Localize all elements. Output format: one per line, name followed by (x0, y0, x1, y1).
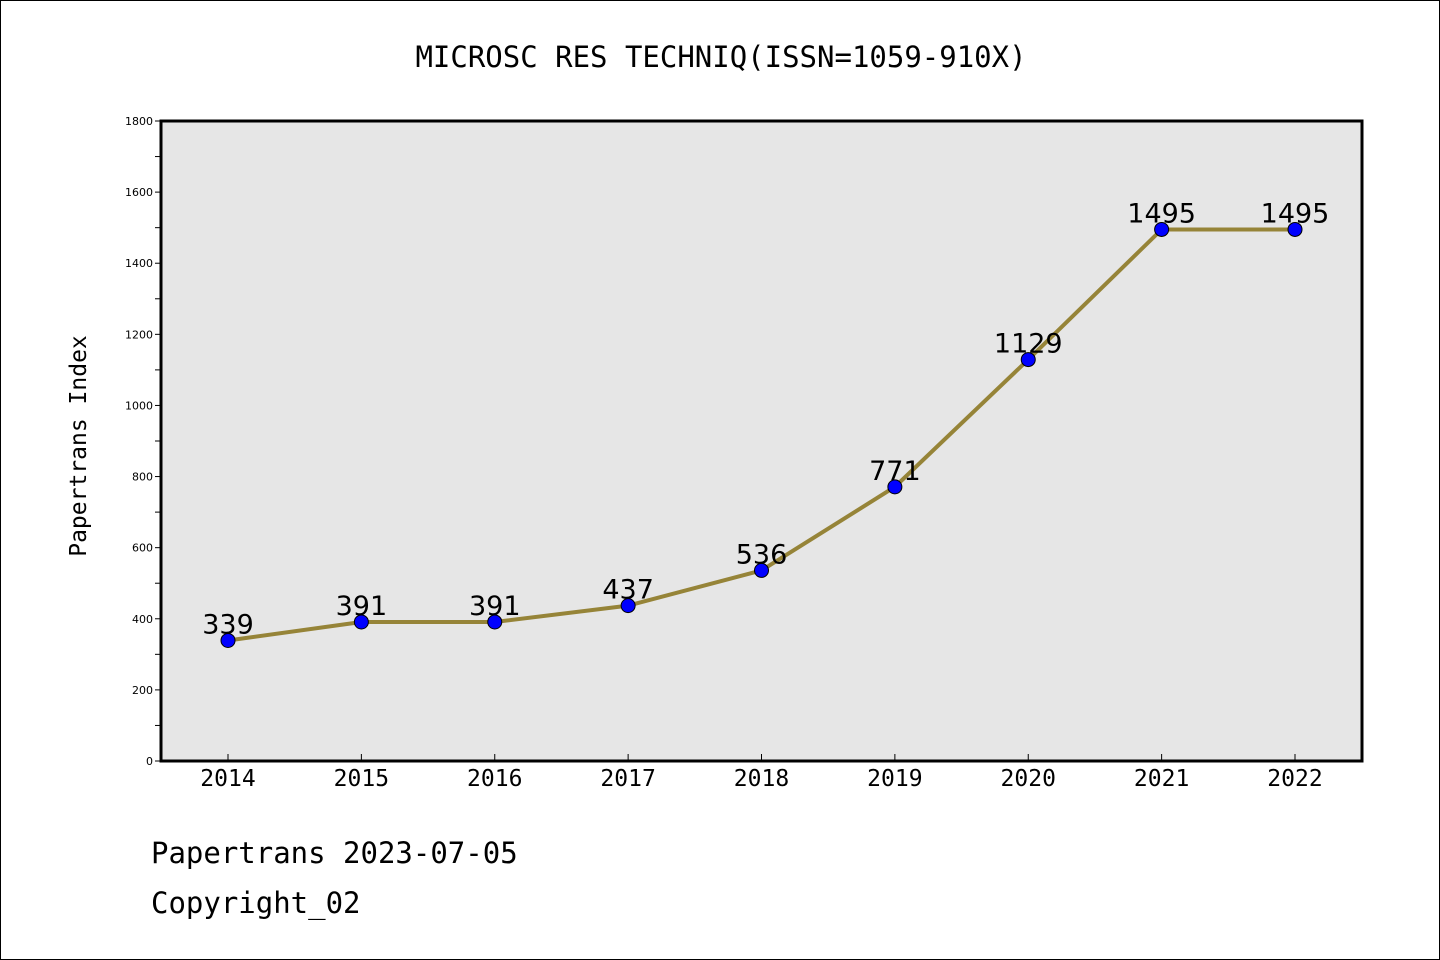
x-axis: 2014 2015 2016 2017 2018 2019 2020 2021 2022 (200, 754, 1323, 792)
footer-date: Papertrans 2023-07-05 (151, 836, 518, 870)
data-label: 1495 (1261, 198, 1330, 229)
x-tick-label: 2022 (1267, 766, 1322, 792)
data-label: 391 (336, 591, 388, 622)
data-point (620, 598, 636, 614)
data-label: 391 (469, 591, 521, 622)
data-label: 339 (202, 609, 254, 640)
y-tick-label: 1200 (125, 328, 153, 341)
data-label: 771 (869, 456, 921, 487)
data-point (353, 614, 369, 630)
y-tick-label: 1000 (125, 399, 153, 412)
data-label: 437 (602, 575, 654, 606)
data-point (754, 562, 769, 578)
y-tick-label: 1400 (125, 257, 153, 270)
y-tick-label: 1600 (125, 186, 153, 199)
x-tick-label: 2014 (200, 766, 255, 792)
data-point (1020, 352, 1036, 368)
footer-copyright: Copyright_02 (151, 886, 361, 920)
data-point (1287, 221, 1303, 237)
data-label: 1495 (1127, 198, 1196, 229)
data-label: 1129 (994, 329, 1063, 360)
data-point (1154, 221, 1170, 237)
data-point (887, 479, 903, 495)
y-axis: 0 200 400 600 800 1000 1200 1400 1600 1800 (125, 115, 161, 768)
x-tick-label: 2017 (600, 766, 655, 792)
data-label: 536 (736, 539, 788, 570)
y-tick-label: 800 (132, 471, 153, 484)
series-markers (220, 221, 1303, 648)
x-tick-label: 2020 (1001, 766, 1056, 792)
y-tick-label: 200 (132, 684, 153, 697)
x-tick-label: 2015 (334, 766, 389, 792)
y-tick-label: 600 (132, 542, 153, 555)
data-point (487, 614, 503, 630)
x-tick-label: 2019 (867, 766, 922, 792)
x-tick-label: 2021 (1134, 766, 1189, 792)
y-tick-label: 0 (146, 755, 153, 768)
data-point (220, 632, 236, 648)
data-labels: 339 391 391 437 536 771 1129 1495 1495 (202, 198, 1329, 640)
y-tick-label: 400 (132, 613, 153, 626)
x-tick-label: 2018 (734, 766, 789, 792)
x-tick-label: 2016 (467, 766, 522, 792)
y-tick-label: 1800 (125, 115, 153, 128)
chart-title: MICROSC RES TECHNIQ(ISSN=1059-910X) (415, 40, 1026, 74)
y-axis-label: Papertrans Index (66, 335, 92, 557)
